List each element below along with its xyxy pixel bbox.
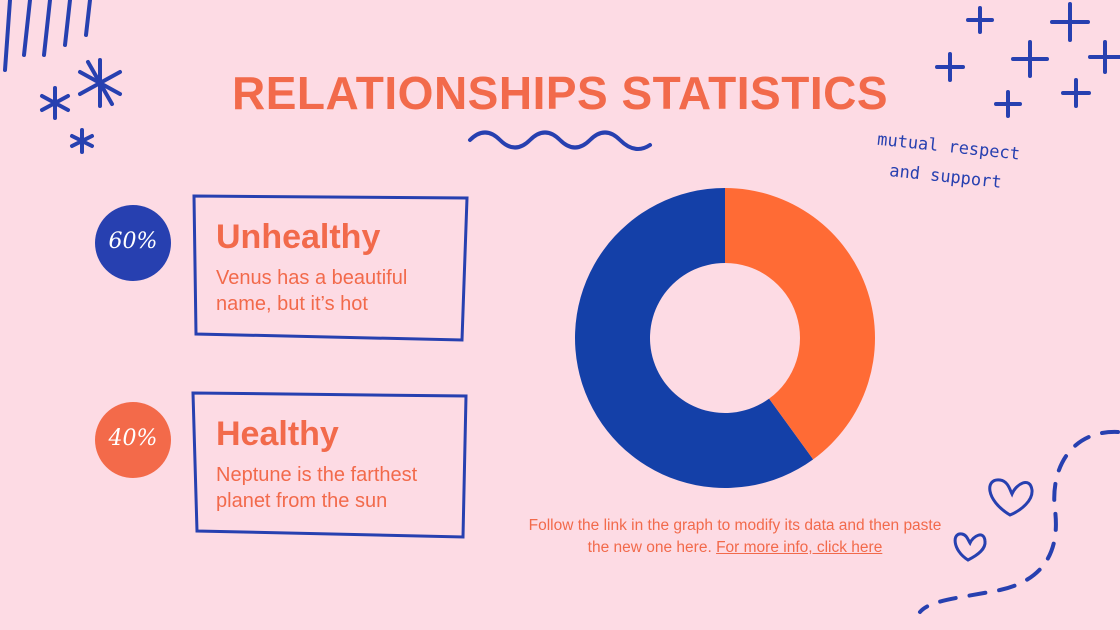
badge-bg xyxy=(95,402,171,478)
value-label: 40% xyxy=(108,426,158,451)
doodles xyxy=(3,0,1120,614)
donut-segment xyxy=(725,188,875,460)
description: Venus has a beautiful name, but it’s hot xyxy=(216,267,408,315)
description: Neptune is the farthest planet from the … xyxy=(216,464,418,512)
info-link[interactable]: For more info, click here xyxy=(716,539,883,556)
donut-segment xyxy=(574,188,814,488)
value-label: 60% xyxy=(108,229,158,254)
donut-chart xyxy=(574,188,875,488)
category-label: Healthy xyxy=(216,415,339,453)
footer-text: Follow the link in the graph to modify i… xyxy=(528,517,942,556)
title: RELATIONSHIPS STATISTICS xyxy=(231,67,889,119)
category-label: Unhealthy xyxy=(216,218,381,256)
badge-bg xyxy=(95,205,171,281)
footer: Follow the link in the graph to modify i… xyxy=(520,515,950,559)
